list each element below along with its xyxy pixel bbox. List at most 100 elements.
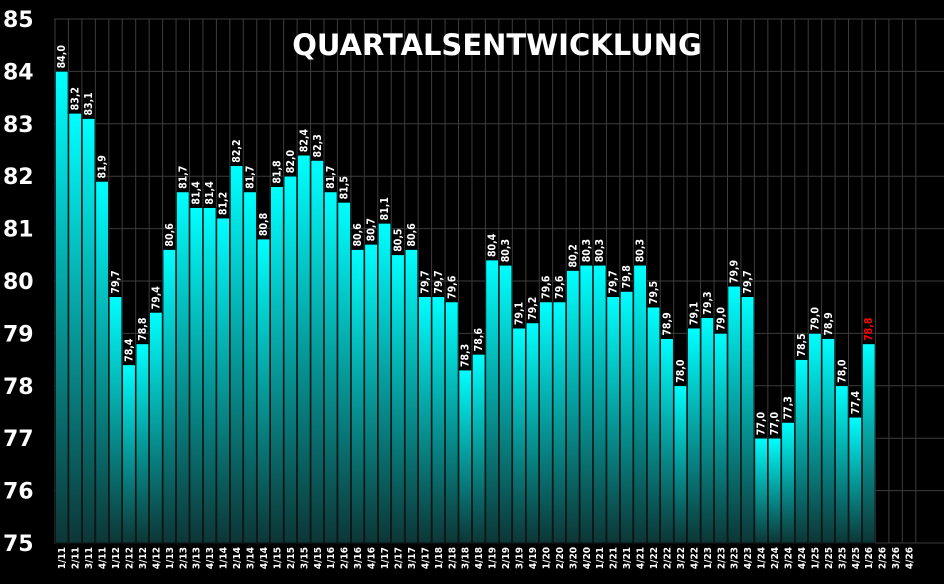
bar: [485, 259, 499, 544]
data-label: 82,0: [285, 149, 297, 173]
bar: [337, 202, 351, 544]
x-tick-label: 1/18: [434, 547, 445, 569]
data-label: 80,3: [581, 239, 593, 262]
data-label: 80,4: [487, 233, 499, 257]
bar: [256, 238, 271, 544]
x-tick-label: 3/19: [515, 547, 526, 569]
x-axis-tick-labels: 1/11 2/11 3/11 4/11 1/12 2/12 3/12 4/12 1/13 2/13…: [57, 547, 915, 569]
y-tick-label: 77: [3, 427, 34, 452]
y-tick-label: 81: [3, 218, 34, 243]
data-label: 81,2: [218, 192, 230, 215]
x-tick-label: 2/13: [178, 547, 189, 569]
bar: [781, 422, 795, 544]
bar: [270, 186, 284, 544]
data-label: 81,4: [191, 181, 203, 205]
x-tick-label: 3/11: [84, 547, 95, 569]
x-tick-label: 3/20: [568, 547, 579, 569]
data-label: 83,1: [83, 92, 95, 115]
x-tick-label: 4/22: [689, 547, 700, 569]
data-label: 79,4: [150, 286, 162, 310]
x-tick-label: 1/23: [703, 547, 714, 569]
x-tick-label: 2/26: [878, 547, 889, 569]
x-tick-label: 2/18: [447, 547, 458, 569]
data-label: 81,9: [97, 155, 109, 178]
bar: [216, 217, 230, 544]
bar: [714, 333, 728, 544]
bar: [189, 207, 203, 544]
y-tick-label: 78: [3, 375, 34, 400]
x-tick-label: 1/15: [272, 547, 283, 569]
data-label: 80,6: [406, 223, 418, 247]
bar: [95, 181, 109, 544]
data-label: 80,7: [366, 218, 378, 241]
bar: [364, 244, 378, 544]
x-tick-label: 4/25: [851, 547, 862, 569]
data-label: 79,5: [648, 281, 660, 304]
y-tick-label: 79: [3, 322, 34, 347]
x-tick-label: 2/20: [555, 547, 566, 569]
bar: [230, 165, 244, 544]
data-label: 80,6: [352, 223, 364, 247]
x-tick-label: 1/21: [595, 547, 606, 569]
data-label: 80,5: [392, 228, 404, 251]
bar: [176, 191, 190, 544]
bar: [794, 359, 809, 544]
x-tick-label: 3/17: [407, 547, 418, 569]
bar: [700, 317, 714, 544]
bar: [539, 301, 553, 544]
x-tick-label: 4/15: [313, 547, 324, 569]
y-tick-label: 85: [3, 8, 34, 33]
x-tick-label: 1/16: [326, 547, 337, 569]
bar: [727, 285, 741, 544]
data-label: 81,4: [204, 181, 216, 205]
bar: [821, 338, 835, 544]
data-label: 78,8: [137, 318, 149, 341]
bar: [606, 296, 620, 544]
bar: [135, 343, 149, 544]
data-label: 81,7: [325, 166, 337, 189]
bar: [377, 223, 392, 544]
bar: [525, 322, 540, 544]
bar: [431, 296, 445, 544]
x-tick-label: 4/21: [636, 547, 647, 569]
bar: [68, 113, 82, 544]
bars-group: [55, 71, 876, 544]
bar: [579, 264, 593, 544]
bar: [646, 306, 661, 544]
x-tick-label: 1/25: [810, 547, 821, 569]
bar: [620, 291, 634, 544]
data-label: 79,7: [110, 270, 122, 293]
x-tick-label: 3/12: [138, 547, 149, 569]
data-label: 81,1: [379, 197, 391, 220]
x-tick-label: 3/25: [837, 547, 848, 569]
x-tick-label: 3/24: [784, 547, 795, 569]
data-label: 83,2: [70, 87, 82, 110]
x-tick-label: 4/11: [98, 547, 109, 569]
data-label: 81,7: [245, 166, 257, 189]
x-tick-label: 2/15: [286, 547, 297, 569]
x-tick-label: 1/26: [864, 547, 875, 569]
bar: [82, 118, 96, 544]
data-label: 78,3: [460, 344, 472, 367]
data-label: 80,3: [635, 239, 647, 262]
bar: [633, 264, 647, 544]
bar: [673, 385, 687, 544]
data-label: 80,6: [164, 223, 176, 247]
data-label: 79,7: [419, 270, 431, 293]
x-tick-label: 1/20: [541, 547, 552, 569]
data-label: 78,8: [863, 318, 875, 341]
bar: [297, 154, 311, 544]
x-tick-label: 4/12: [151, 547, 162, 569]
x-tick-label: 4/19: [528, 547, 539, 569]
y-tick-label: 83: [3, 113, 34, 138]
x-tick-label: 3/22: [676, 547, 687, 569]
data-label: 81,8: [271, 160, 283, 183]
x-tick-label: 3/13: [192, 547, 203, 569]
x-tick-label: 2/16: [340, 547, 351, 569]
bar: [862, 343, 876, 544]
data-label: 79,2: [527, 297, 539, 320]
x-tick-label: 3/15: [299, 547, 310, 569]
bar: [418, 296, 432, 544]
x-tick-label: 1/17: [380, 547, 391, 569]
